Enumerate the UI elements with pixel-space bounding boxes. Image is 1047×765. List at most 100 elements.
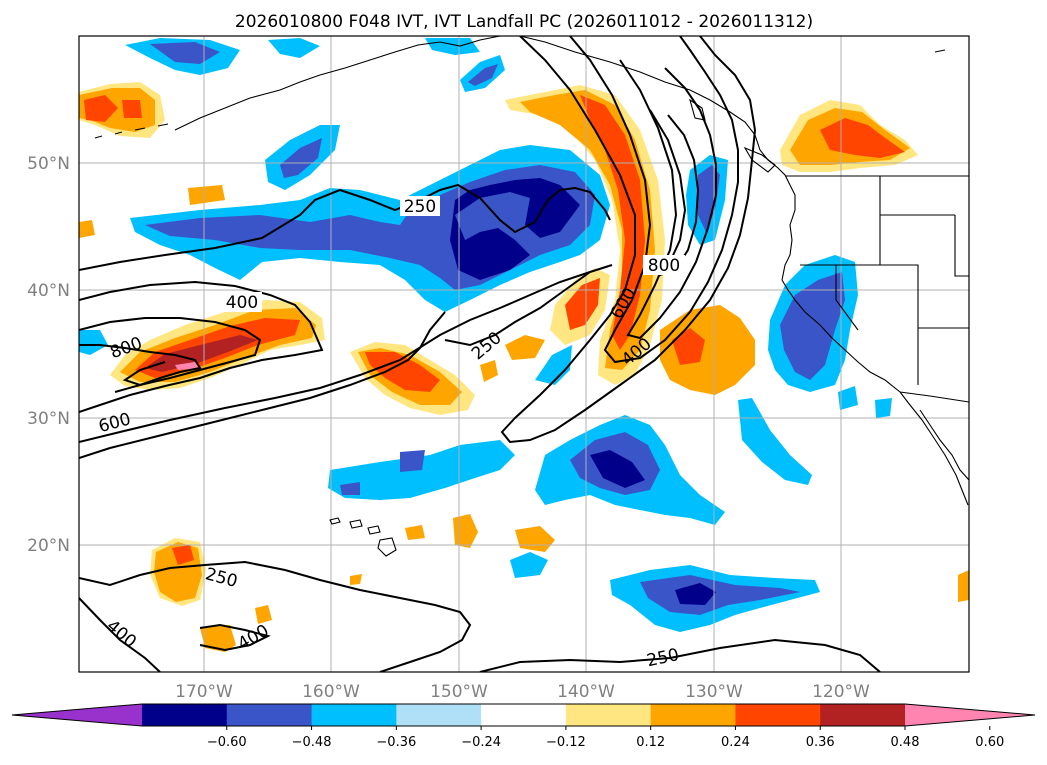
colorbar-tick-label: −0.24 (461, 735, 501, 750)
colorbar-tick-label: 0.48 (891, 735, 920, 750)
contour-600-west (79, 317, 262, 393)
blue-field-gulf-of-alaska-core (450, 178, 580, 280)
warm-field-subtropical-jet-pink (175, 362, 200, 370)
warm-field-small-g (255, 605, 272, 624)
colorbar-segment (142, 704, 228, 726)
blue-field-north-mid (280, 138, 322, 178)
warm-field-small-a (188, 185, 225, 205)
contour-label-800-coast: 800 (648, 256, 680, 276)
blue-field-eastern-pacific-south-core (675, 583, 716, 605)
warm-field-midlat-small (505, 335, 545, 360)
colorbar-outline (11, 703, 1036, 727)
contour-600-plume (619, 59, 717, 340)
blue-field-dateline-west (79, 330, 108, 355)
contour-label-400-west: 400 (226, 293, 258, 313)
blue-field-baja (738, 398, 812, 485)
contour-250-bottom (479, 638, 881, 672)
hawaiian-islands (329, 517, 397, 557)
blue-field-ak-gulf-core (468, 64, 498, 86)
lon-label-140w: 140°W (557, 682, 615, 702)
warm-field-small-h (958, 570, 969, 602)
lon-label-130w: 130°W (685, 682, 743, 702)
longitude-axis: 170°W 160°W 150°W 140°W 130°W 120°W (175, 682, 870, 702)
warm-field-midlat-center-red (565, 278, 600, 330)
contour-250-plume (500, 36, 757, 444)
warm-field-small-e (405, 525, 425, 540)
warm-field-offshore-orange (660, 305, 755, 395)
warm-field-alaska-west-red (84, 95, 142, 122)
colorbar-tick-label: 0.36 (806, 735, 835, 750)
latitude-axis: 50°N 40°N 30°N 20°N (27, 154, 70, 556)
contour-label-250-north: 250 (404, 197, 436, 217)
warm-field-plume-red (580, 95, 645, 350)
ivt-contours (79, 36, 881, 672)
alaska-coastline (174, 36, 501, 131)
lon-label-120w: 120°W (812, 682, 870, 702)
warm-field-small-west (480, 360, 498, 382)
contour-600-lower (79, 264, 613, 443)
blue-field-california-core (780, 272, 845, 380)
blue-field-midlat-small (535, 345, 572, 385)
contour-800-west (79, 344, 202, 387)
lat-label-20n: 20°N (27, 536, 70, 556)
map-frame (78, 35, 970, 673)
colorbar-tick-label: 0.12 (636, 735, 665, 750)
mexico-border (899, 391, 969, 403)
contour-400-southwest (199, 623, 271, 652)
warm-field-hawaii-west-red (172, 545, 194, 565)
colorbar-segment (311, 704, 397, 726)
colorbar-segment (226, 704, 313, 726)
vancouver-island (743, 146, 776, 173)
gridlines (79, 36, 969, 672)
blue-field-bering (268, 38, 320, 58)
gulf-of-california-coastline (919, 409, 969, 481)
contour-400-west (79, 280, 324, 413)
colorbar-segment (396, 704, 482, 726)
contour-400-plume (569, 36, 739, 364)
negative-anomaly-fields (79, 38, 892, 632)
blue-field-central-south-core (340, 450, 425, 495)
warm-field-central-red (365, 352, 440, 392)
warm-field-small-b (79, 220, 95, 238)
colorbar-tick-label: 0.60 (975, 735, 1004, 750)
lon-label-150w: 150°W (430, 682, 488, 702)
alaska-panhandle-coastline (519, 36, 756, 136)
colorbar-tick-label: −0.48 (292, 735, 332, 750)
lat-label-40n: 40°N (27, 281, 70, 301)
colorbar: −0.60 −0.48 −0.36 −0.24 −0.12 0.12 0.24 0.36 0.4… (11, 703, 1036, 750)
lon-label-160w: 160°W (302, 682, 360, 702)
lon-label-170w: 170°W (175, 682, 233, 702)
contour-250-center (444, 271, 591, 347)
contour-250-south (79, 560, 472, 672)
colorbar-segment (650, 704, 736, 726)
blue-field-small-east (838, 386, 892, 418)
colorbar-segment (820, 704, 906, 726)
blue-field-subtropics-core (590, 450, 645, 488)
colorbar-tick-label: −0.12 (546, 735, 586, 750)
map-area: 250 400 800 600 250 800 600 400 250 400 … (79, 36, 969, 672)
colorbar-segment (565, 704, 652, 726)
warm-field-small-i (350, 574, 362, 585)
warm-field-small-f (200, 625, 236, 652)
aleutian-islands (94, 49, 946, 139)
us-state-borders (800, 176, 969, 385)
colorbar-segment (735, 704, 821, 726)
colorbar-tick-label: −0.60 (207, 735, 247, 750)
warm-field-offshore-red (672, 328, 705, 365)
colorbar-extend-high (905, 704, 1035, 726)
california-coastline (781, 279, 901, 393)
contour-400-south (79, 597, 161, 672)
colorbar-tick-label: 0.24 (721, 735, 750, 750)
lat-label-30n: 30°N (27, 409, 70, 429)
blue-field-hawaii-south (510, 552, 548, 578)
lat-label-50n: 50°N (27, 154, 70, 174)
contour-250-main (79, 183, 611, 271)
baja-coastline (899, 391, 969, 506)
figure-title: 2026010800 F048 IVT, IVT Landfall PC (20… (235, 12, 813, 32)
blue-field-eastern-pacific-south-mid (640, 575, 800, 615)
colorbar-tick-label: −0.36 (376, 735, 416, 750)
warm-field-subtropical-jet-dark (145, 335, 258, 372)
colorbar-segment (481, 704, 567, 726)
colorbar-extend-low (12, 704, 142, 726)
